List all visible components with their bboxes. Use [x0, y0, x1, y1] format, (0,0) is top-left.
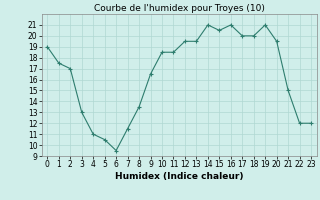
Title: Courbe de l'humidex pour Troyes (10): Courbe de l'humidex pour Troyes (10)	[94, 4, 265, 13]
X-axis label: Humidex (Indice chaleur): Humidex (Indice chaleur)	[115, 172, 244, 181]
